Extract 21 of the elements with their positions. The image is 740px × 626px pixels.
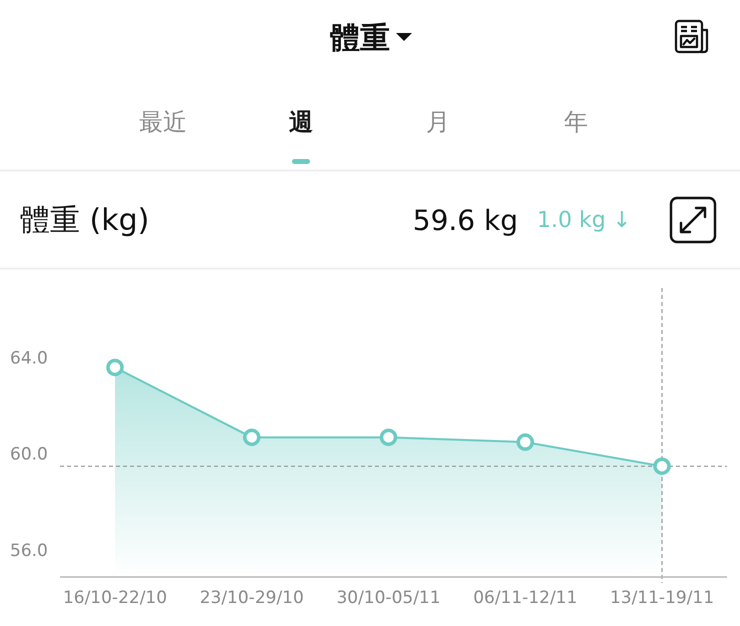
y-tick-label: 60.0	[10, 444, 48, 465]
text: 週	[289, 108, 313, 136]
point	[380, 428, 398, 446]
text: 59.6 kg	[412, 204, 518, 236]
text: 月	[426, 108, 450, 136]
point	[516, 433, 534, 451]
x-tick-label: 06/11-12/11	[473, 588, 578, 608]
y-tick-label: 64.0	[10, 348, 48, 368]
y-tick-label: 56.0	[10, 540, 48, 561]
x-tick-label: 13/11-19/11	[610, 588, 714, 608]
text: 1.0 kg ↓	[537, 208, 632, 232]
x-tick-label: 30/10-05/11	[336, 588, 441, 608]
text: 最近	[139, 108, 187, 136]
chart-title: 體重	[330, 20, 390, 56]
text: 年	[564, 108, 588, 136]
x-tick-label: 23/10-29/10	[200, 588, 304, 608]
point	[653, 457, 671, 475]
point	[106, 358, 124, 376]
x-tick-label: 16/10-22/10	[62, 588, 168, 608]
y-axis-title: 體重 (kg)	[20, 202, 150, 238]
point	[243, 428, 260, 446]
